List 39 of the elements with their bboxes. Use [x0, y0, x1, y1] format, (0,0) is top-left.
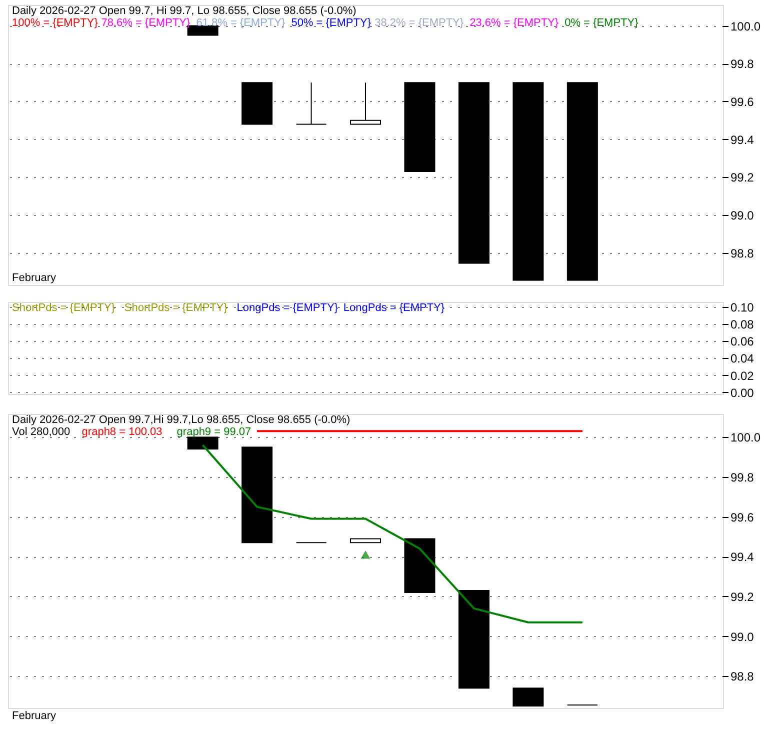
- y-tick-label: 0.06: [730, 334, 754, 349]
- y-tick-label: 0.08: [730, 318, 754, 332]
- legend-label: LongPds = {EMPTY}: [236, 302, 338, 314]
- y-tick-label: 99.6: [730, 94, 754, 109]
- y-tick-label: 99.2: [730, 170, 754, 185]
- y-tick-label: 0.00: [730, 386, 754, 400]
- chart-title: Daily 2026-02-27 Open 99.7,Hi 99.7,Lo 98.655, Close 98.655 (-0.0%): [12, 414, 350, 426]
- legend-label: 0% = {EMPTY}: [564, 17, 639, 29]
- y-tick-label: 99.8: [730, 57, 754, 72]
- y-tick-label: 99.2: [730, 590, 754, 604]
- candlestick: [296, 82, 327, 125]
- y-tick-label: 0.04: [730, 352, 754, 366]
- legend-label: 23.6% = {EMPTY}: [470, 17, 559, 29]
- y-tick-label: 98.8: [730, 246, 754, 260]
- y-tick-label: 99.4: [730, 550, 754, 564]
- text: graph8 = 100.03: [82, 426, 162, 438]
- y-tick-label: 98.8: [730, 670, 754, 684]
- legend-label: ShortPds = {EMPTY}: [124, 302, 228, 314]
- y-tick-label: 100.0: [730, 430, 761, 445]
- annotation: February: [12, 272, 57, 284]
- line-series: [202, 444, 584, 624]
- legend-label: 38.2% = {EMPTY}: [374, 17, 464, 29]
- legend-label: 100% = {EMPTY}: [12, 17, 98, 29]
- y-tick-label: 99.4: [730, 132, 754, 147]
- chart-title: Daily 2026-02-27 Open 99.7, Hi 99.7, Lo 98.655, Close 98.655 (-0.0%): [12, 5, 356, 17]
- y-tick-label: 99.6: [730, 510, 754, 524]
- legend-label: 50% = {EMPTY}: [291, 17, 372, 29]
- y-tick-label: 99.0: [730, 630, 754, 644]
- text: February: [12, 710, 57, 722]
- annotation: Vol 280,000: [12, 426, 70, 438]
- legend-label: LongPds = {EMPTY}: [343, 302, 445, 314]
- legend-label: ShortPds = {EMPTY}: [12, 302, 116, 314]
- y-tick-label: 0.10: [730, 300, 754, 315]
- y-tick-label: 99.8: [730, 470, 754, 484]
- series-label: graph9 = 99.07: [176, 426, 252, 438]
- y-tick-label: 100.0: [730, 19, 761, 34]
- y-tick-label: 99.0: [730, 208, 754, 222]
- y-tick-label: 0.02: [730, 368, 754, 383]
- legend-label: 78.6% = {EMPTY}: [101, 17, 190, 29]
